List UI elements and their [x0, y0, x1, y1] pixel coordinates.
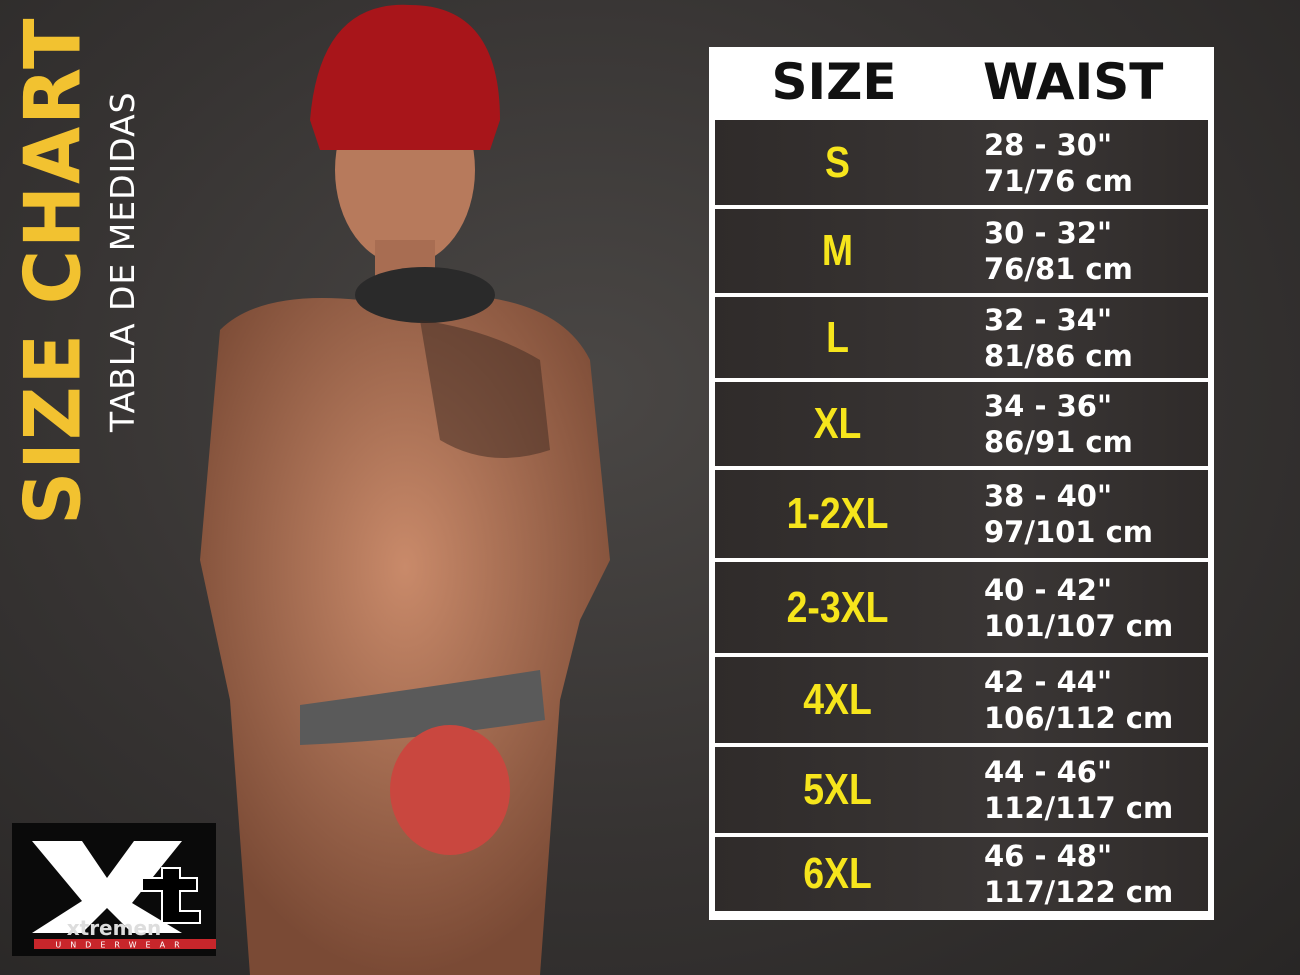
- size-table: SIZE WAIST S 28 - 30" 71/76 cm M 30 - 32" 7…: [709, 47, 1214, 920]
- table-row: 5XL 44 - 46" 112/117 cm: [715, 747, 1208, 833]
- svg-text:xtremen: xtremen: [67, 916, 162, 940]
- waist-cm: 71/76 cm: [984, 163, 1133, 198]
- size-label: 1-2XL: [786, 489, 889, 538]
- waist-cm: 76/81 cm: [984, 252, 1133, 286]
- waist-inches: 44 - 46": [984, 755, 1113, 789]
- title: SIZE CHART: [8, 16, 99, 525]
- waist-measure: 34 - 36" 86/91 cm: [960, 388, 1133, 460]
- size-label: 5XL: [803, 765, 872, 814]
- table-row: M 30 - 32" 76/81 cm: [715, 209, 1208, 293]
- waist-cm: 81/86 cm: [984, 338, 1133, 373]
- waist-inches: 40 - 42": [984, 572, 1113, 607]
- table-row: 2-3XL 40 - 42" 101/107 cm: [715, 562, 1208, 653]
- waist-inches: 32 - 34": [984, 302, 1113, 337]
- waist-measure: 44 - 46" 112/117 cm: [960, 754, 1173, 826]
- table-row: S 28 - 30" 71/76 cm: [715, 120, 1208, 205]
- waist-inches: 38 - 40": [984, 479, 1113, 513]
- table-row: XL 34 - 36" 86/91 cm: [715, 382, 1208, 466]
- goggles: [355, 267, 495, 323]
- header-waist: WAIST: [983, 53, 1164, 111]
- waist-measure: 30 - 32" 76/81 cm: [960, 215, 1133, 287]
- waist-inches: 30 - 32": [984, 216, 1113, 250]
- waist-measure: 32 - 34" 81/86 cm: [960, 302, 1133, 374]
- waist-inches: 28 - 30": [984, 127, 1113, 162]
- waist-measure: 46 - 48" 117/122 cm: [960, 838, 1173, 910]
- subtitle: TABLA DE MEDIDAS: [103, 91, 142, 432]
- waist-inches: 46 - 48": [984, 839, 1113, 873]
- waist-cm: 86/91 cm: [984, 425, 1133, 459]
- size-label: 2-3XL: [786, 582, 889, 632]
- waist-cm: 97/101 cm: [984, 515, 1153, 549]
- model-photo: [200, 4, 610, 975]
- waist-inches: 34 - 36": [984, 389, 1113, 423]
- waist-measure: 40 - 42" 101/107 cm: [960, 572, 1173, 644]
- size-label: 6XL: [803, 849, 872, 898]
- size-label: L: [826, 312, 849, 362]
- size-label: XL: [813, 399, 862, 448]
- waist-cm: 101/107 cm: [984, 608, 1174, 643]
- helmet: [310, 4, 500, 150]
- table-row: L 32 - 34" 81/86 cm: [715, 297, 1208, 378]
- waist-cm: 117/122 cm: [984, 875, 1174, 909]
- size-label: 4XL: [803, 675, 872, 724]
- table-row: 6XL 46 - 48" 117/122 cm: [715, 837, 1208, 911]
- size-label: S: [825, 137, 850, 187]
- table-header: SIZE WAIST: [709, 47, 1214, 117]
- brand-logo: xtremen UNDERWEAR: [12, 823, 216, 956]
- waist-cm: 106/112 cm: [984, 701, 1174, 735]
- table-row: 4XL 42 - 44" 106/112 cm: [715, 657, 1208, 743]
- table-row: 1-2XL 38 - 40" 97/101 cm: [715, 470, 1208, 558]
- header-size: SIZE: [771, 53, 897, 111]
- waistband: [300, 670, 545, 745]
- svg-text:UNDERWEAR: UNDERWEAR: [55, 941, 188, 950]
- size-label: M: [821, 226, 854, 275]
- waist-measure: 42 - 44" 106/112 cm: [960, 664, 1173, 736]
- waist-measure: 28 - 30" 71/76 cm: [960, 127, 1133, 199]
- waist-measure: 38 - 40" 97/101 cm: [960, 478, 1153, 550]
- waist-cm: 112/117 cm: [984, 791, 1174, 825]
- waist-inches: 42 - 44": [984, 665, 1113, 699]
